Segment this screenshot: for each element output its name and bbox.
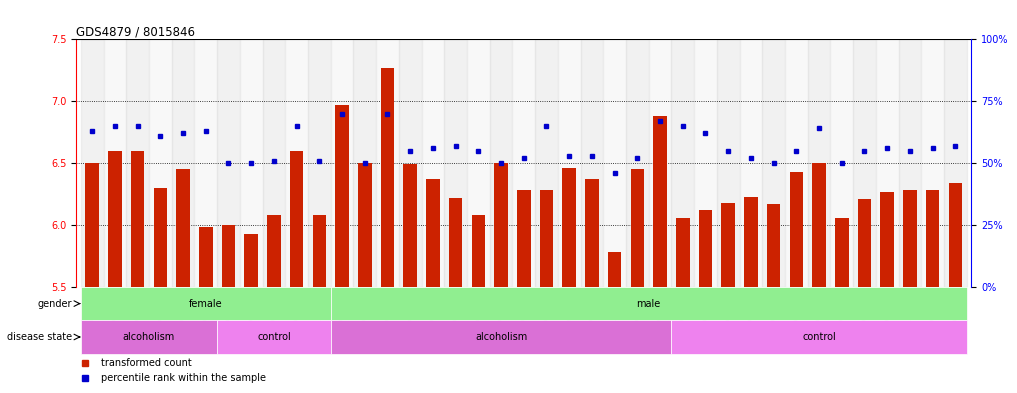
Bar bbox=[699, 210, 712, 287]
Bar bbox=[944, 39, 967, 287]
Bar bbox=[108, 151, 122, 287]
Bar bbox=[336, 105, 349, 287]
Bar bbox=[358, 163, 371, 287]
Bar bbox=[80, 39, 104, 287]
Bar bbox=[331, 287, 967, 320]
Bar bbox=[676, 218, 690, 287]
Bar bbox=[581, 39, 603, 287]
Bar bbox=[744, 196, 758, 287]
Text: GDS4879 / 8015846: GDS4879 / 8015846 bbox=[76, 25, 195, 38]
Bar bbox=[308, 39, 331, 287]
Bar bbox=[404, 164, 417, 287]
Bar bbox=[494, 163, 507, 287]
Bar bbox=[217, 320, 331, 354]
Bar bbox=[813, 163, 826, 287]
Bar bbox=[671, 39, 695, 287]
Bar bbox=[585, 179, 599, 287]
Bar bbox=[444, 39, 467, 287]
Bar bbox=[831, 39, 853, 287]
Bar bbox=[649, 39, 671, 287]
Bar bbox=[312, 215, 326, 287]
Bar bbox=[267, 215, 281, 287]
Bar bbox=[199, 228, 213, 287]
Bar bbox=[807, 39, 831, 287]
Bar bbox=[763, 39, 785, 287]
Bar bbox=[631, 169, 644, 287]
Bar bbox=[244, 234, 258, 287]
Bar bbox=[80, 320, 217, 354]
Bar bbox=[148, 39, 172, 287]
Bar bbox=[925, 190, 940, 287]
Bar bbox=[489, 39, 513, 287]
Bar bbox=[739, 39, 763, 287]
Bar bbox=[535, 39, 558, 287]
Bar bbox=[513, 39, 535, 287]
Bar bbox=[881, 191, 894, 287]
Text: gender: gender bbox=[38, 299, 72, 309]
Text: control: control bbox=[802, 332, 836, 342]
Bar bbox=[517, 190, 531, 287]
Bar bbox=[421, 39, 444, 287]
Bar bbox=[85, 163, 99, 287]
Bar bbox=[217, 39, 240, 287]
Text: alcoholism: alcoholism bbox=[475, 332, 527, 342]
Text: female: female bbox=[189, 299, 223, 309]
Bar bbox=[154, 188, 167, 287]
Bar bbox=[789, 172, 803, 287]
Bar bbox=[399, 39, 421, 287]
Bar bbox=[176, 169, 190, 287]
Bar bbox=[903, 190, 916, 287]
Bar bbox=[331, 39, 353, 287]
Bar bbox=[767, 204, 780, 287]
Bar bbox=[853, 39, 876, 287]
Bar bbox=[857, 199, 872, 287]
Bar bbox=[671, 320, 967, 354]
Bar bbox=[126, 39, 148, 287]
Text: transformed count: transformed count bbox=[102, 358, 192, 367]
Bar bbox=[626, 39, 649, 287]
Bar bbox=[222, 225, 235, 287]
Bar bbox=[721, 203, 735, 287]
Bar bbox=[376, 39, 399, 287]
Bar bbox=[608, 252, 621, 287]
Bar bbox=[331, 320, 671, 354]
Bar bbox=[104, 39, 126, 287]
Bar bbox=[835, 218, 848, 287]
Bar bbox=[290, 151, 303, 287]
Bar bbox=[558, 39, 581, 287]
Bar bbox=[653, 116, 667, 287]
Bar bbox=[562, 168, 576, 287]
Bar bbox=[717, 39, 739, 287]
Bar bbox=[949, 183, 962, 287]
Bar bbox=[472, 215, 485, 287]
Bar bbox=[262, 39, 285, 287]
Bar bbox=[131, 151, 144, 287]
Bar bbox=[172, 39, 194, 287]
Bar bbox=[785, 39, 807, 287]
Bar bbox=[426, 179, 439, 287]
Bar bbox=[285, 39, 308, 287]
Text: control: control bbox=[257, 332, 291, 342]
Bar bbox=[448, 198, 463, 287]
Bar bbox=[380, 68, 395, 287]
Bar bbox=[240, 39, 262, 287]
Text: alcoholism: alcoholism bbox=[123, 332, 175, 342]
Bar bbox=[899, 39, 921, 287]
Bar bbox=[80, 287, 331, 320]
Bar bbox=[467, 39, 489, 287]
Bar bbox=[695, 39, 717, 287]
Bar bbox=[603, 39, 626, 287]
Text: male: male bbox=[637, 299, 661, 309]
Bar bbox=[194, 39, 217, 287]
Bar bbox=[540, 190, 553, 287]
Bar bbox=[876, 39, 899, 287]
Text: percentile rank within the sample: percentile rank within the sample bbox=[102, 373, 266, 382]
Bar bbox=[921, 39, 944, 287]
Bar bbox=[353, 39, 376, 287]
Text: disease state: disease state bbox=[7, 332, 72, 342]
